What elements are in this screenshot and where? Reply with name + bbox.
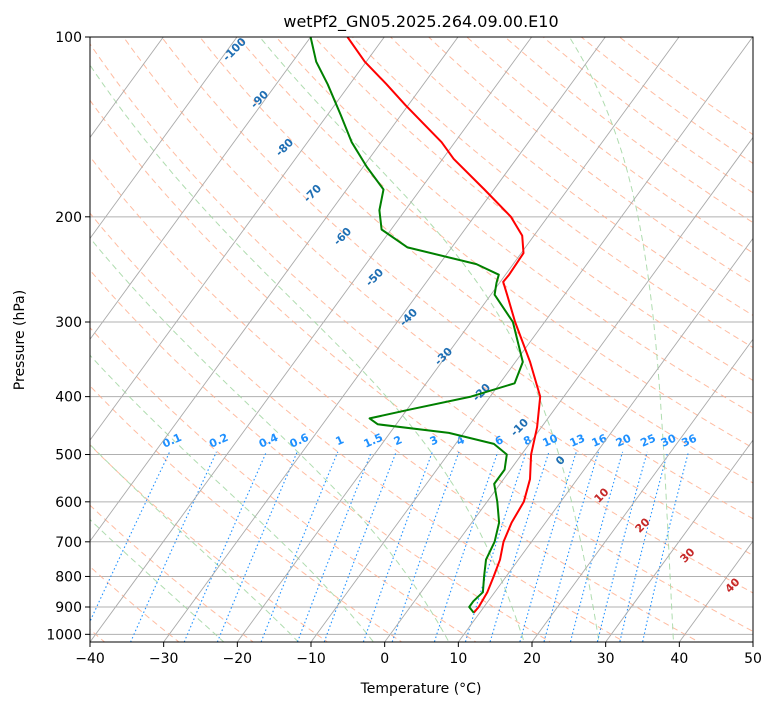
isotherm-line xyxy=(605,439,753,642)
isotherm-line xyxy=(90,37,385,441)
mixing-ratio-line xyxy=(260,451,339,642)
x-tick-label: 50 xyxy=(744,651,762,667)
x-tick-label: −40 xyxy=(75,651,105,667)
dry-adiabat-line xyxy=(90,326,477,642)
x-tick-label: 20 xyxy=(523,651,541,667)
moist-adiabat-line xyxy=(90,518,225,642)
x-tick-label: 10 xyxy=(449,651,467,667)
mixing-ratio-line xyxy=(433,451,499,642)
y-tick-label: 800 xyxy=(55,569,82,585)
x-axis-ticks: −40 −30 −20 −10 0 10 20 30 40 50 xyxy=(75,642,762,667)
isotherm-line xyxy=(90,37,164,139)
moist-adiabat-line xyxy=(568,37,675,642)
x-axis-label: Temperature (°C) xyxy=(360,681,482,697)
isotherm-line xyxy=(163,37,606,642)
y-tick-label: 1000 xyxy=(46,627,82,643)
dry-adiabat-line xyxy=(313,37,753,381)
isotherm-line xyxy=(310,37,753,642)
x-tick-label: 40 xyxy=(670,651,688,667)
y-tick-label: 900 xyxy=(55,600,82,616)
mixing-ratio-line xyxy=(543,451,599,642)
mixing-ratio-label: 16 xyxy=(590,432,610,450)
isotherm-line xyxy=(236,37,680,642)
isotherm-line xyxy=(90,37,238,240)
dewpoint-profile-line xyxy=(309,37,524,614)
moist-adiabat-line xyxy=(90,354,375,642)
dry-adiabats xyxy=(90,37,753,642)
isotherm-line xyxy=(90,37,459,542)
dry-adiabat-line xyxy=(275,37,753,415)
dry-adiabat-line xyxy=(90,43,753,594)
isotherm-line xyxy=(457,237,753,642)
dry-adiabat-line xyxy=(90,155,700,642)
dry-adiabat-line xyxy=(427,37,753,285)
mixing-ratio-line xyxy=(90,451,171,623)
chart-title: wetPf2_GN05.2025.264.09.00.E10 xyxy=(283,12,558,32)
y-tick-label: 700 xyxy=(55,535,82,551)
mixing-ratio-line xyxy=(642,451,690,642)
x-tick-label: 30 xyxy=(597,651,615,667)
temperature-profile-line xyxy=(346,37,542,614)
isotherms xyxy=(90,37,753,642)
y-axis-ticks: 100 200 300 400 500 600 700 800 900 1000 xyxy=(46,30,90,643)
dry-adiabat-line xyxy=(90,99,753,632)
x-tick-label: −30 xyxy=(149,651,179,667)
dry-adiabat-line xyxy=(90,212,626,642)
x-tick-label: −20 xyxy=(223,651,253,667)
mixing-ratio-line xyxy=(391,451,460,642)
dry-adiabat-line xyxy=(237,37,753,449)
dry-adiabat-line xyxy=(90,269,552,642)
isotherm-line xyxy=(90,37,312,341)
isotherm-line xyxy=(90,37,533,642)
x-tick-label: −10 xyxy=(296,651,326,667)
mixing-ratio-label: 10 xyxy=(541,432,561,450)
moist-adiabat-line xyxy=(90,64,525,642)
isotherm-line xyxy=(531,338,753,642)
y-tick-label: 300 xyxy=(55,315,82,331)
mixing-ratio-label: 20 xyxy=(614,432,634,450)
moist-adiabat-line xyxy=(90,443,300,642)
dry-adiabat-line xyxy=(90,385,403,642)
mixing-ratio-line xyxy=(216,451,298,642)
y-tick-label: 400 xyxy=(55,390,82,406)
mixing-ratio-label: 13 xyxy=(568,432,587,450)
dry-adiabat-line xyxy=(90,444,329,642)
moist-adiabats xyxy=(90,37,675,642)
y-tick-label: 600 xyxy=(55,495,82,511)
moist-adiabat-line xyxy=(90,237,450,642)
mixing-ratio-label: 25 xyxy=(638,432,657,450)
moist-adiabat-line xyxy=(259,37,600,642)
y-tick-label: 100 xyxy=(55,30,82,46)
mixing-ratio-line xyxy=(519,451,577,642)
isotherm-line xyxy=(678,540,753,642)
isotherm-line xyxy=(384,136,753,642)
isobar-gridlines xyxy=(90,37,753,635)
y-axis-label: Pressure (hPa) xyxy=(12,290,28,390)
mixing-ratio-label: 30 xyxy=(659,432,679,450)
mixing-ratio-label: 36 xyxy=(680,432,700,450)
profile-series xyxy=(309,37,542,614)
mixing-ratio-line xyxy=(596,451,648,642)
dry-adiabat-line xyxy=(122,37,753,556)
y-tick-label: 200 xyxy=(55,210,82,226)
x-tick-label: 0 xyxy=(380,651,389,667)
mixing-ratio-line xyxy=(619,451,669,642)
mixing-ratio-line xyxy=(362,451,433,642)
y-tick-label: 500 xyxy=(55,448,82,464)
plot-frame xyxy=(89,36,754,643)
dry-adiabat-line xyxy=(90,504,254,642)
dry-adiabat-line xyxy=(160,37,753,520)
mixing-ratio-line xyxy=(489,451,550,642)
mixing-ratio-line xyxy=(569,451,624,642)
